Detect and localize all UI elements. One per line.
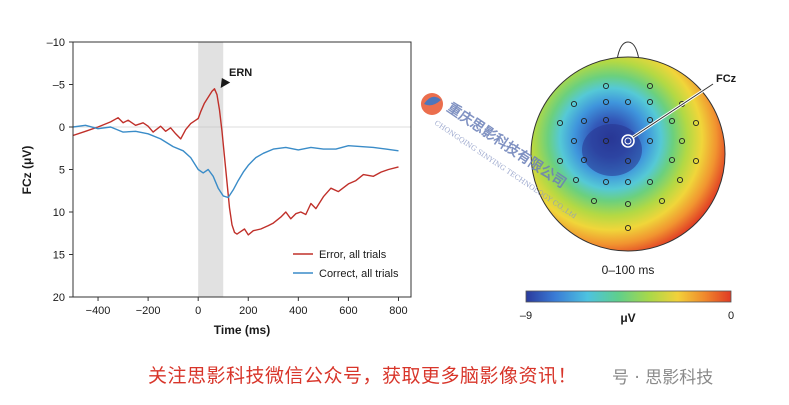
colorbar-max-label: 0 — [728, 310, 734, 322]
electrode-marker — [646, 116, 654, 124]
electrode-marker — [658, 197, 666, 205]
ern-arrow-icon — [220, 78, 231, 88]
electrode-marker — [602, 137, 610, 145]
y-axis-title: FCz (μV) — [20, 146, 34, 195]
electrode-marker — [676, 176, 684, 184]
electrode-marker — [668, 117, 676, 125]
electrode-marker — [646, 178, 654, 186]
electrode-marker — [646, 137, 654, 145]
scalp-topography: FCz 0–100 ms –9 μV 0 — [520, 41, 737, 325]
electrode-marker — [646, 82, 654, 90]
y-tick-label: 15 — [53, 250, 65, 262]
x-tick-label: 800 — [389, 305, 407, 317]
electrode-marker — [556, 157, 564, 165]
electrode-marker — [624, 157, 632, 165]
electrode-marker — [678, 137, 686, 145]
x-tick-label: −400 — [86, 305, 111, 317]
fcz-label: FCz — [716, 73, 737, 85]
electrode-grid — [556, 82, 700, 232]
axis-ticks: −400 −200 0 200 400 600 800 –10 –5 0 5 10 15 20 — [47, 37, 408, 317]
x-tick-label: 0 — [195, 305, 201, 317]
electrode-marker — [602, 98, 610, 106]
erp-chart: −400 −200 0 200 400 600 800 –10 –5 0 5 10 15 20 Time … — [20, 37, 412, 337]
colorbar-min-label: –9 — [520, 310, 532, 322]
ern-annotation: ERN — [229, 67, 252, 79]
electrode-marker — [580, 117, 588, 125]
electrode-marker — [580, 156, 588, 164]
series-line-correct — [73, 124, 399, 199]
electrode-marker — [570, 137, 578, 145]
fcz-electrode-highlight — [621, 134, 635, 148]
y-tick-label: 5 — [59, 165, 65, 177]
y-tick-label: –5 — [53, 80, 65, 92]
y-tick-label: 10 — [53, 207, 65, 219]
electrode-marker — [692, 157, 700, 165]
minimum-region — [582, 124, 642, 176]
electrode-marker — [624, 178, 632, 186]
colorbar-unit-label: μV — [620, 311, 635, 325]
electrode-marker — [668, 156, 676, 164]
y-tick-label: –10 — [47, 37, 65, 49]
ern-window-shading — [198, 42, 224, 297]
x-tick-label: −200 — [136, 305, 161, 317]
electrode-marker — [570, 100, 578, 108]
electrode-marker — [602, 82, 610, 90]
x-tick-label: 400 — [289, 305, 307, 317]
electrode-marker — [692, 119, 700, 127]
legend-label-correct: Correct, all trials — [319, 268, 399, 280]
legend-label-error: Error, all trials — [319, 249, 387, 261]
electrode-marker — [590, 197, 598, 205]
fcz-electrode — [624, 137, 632, 145]
promo-banner-text: 关注思影科技微信公众号，获取更多脑影像资讯！ — [148, 365, 578, 387]
y-tick-label: 20 — [53, 292, 65, 304]
electrode-marker — [646, 98, 654, 106]
series-layer — [73, 88, 399, 236]
series-line-error — [73, 88, 399, 236]
electrode-marker — [624, 224, 632, 232]
x-tick-label: 600 — [339, 305, 357, 317]
x-tick-label: 200 — [239, 305, 257, 317]
nose-icon — [616, 41, 640, 61]
watermark-logo-swirl-icon — [424, 96, 441, 106]
x-axis-title: Time (ms) — [214, 323, 270, 337]
fcz-pointer — [632, 83, 714, 138]
time-window-caption: 0–100 ms — [602, 263, 655, 277]
y-tick-label: 0 — [59, 122, 65, 134]
colorbar — [525, 290, 732, 303]
electrode-marker — [624, 200, 632, 208]
chart-legend: Error, all trials Correct, all trials — [293, 249, 399, 280]
electrode-marker — [556, 119, 564, 127]
electrode-marker — [624, 98, 632, 106]
electrode-marker — [602, 178, 610, 186]
electrode-marker — [602, 116, 610, 124]
electrode-marker — [572, 176, 580, 184]
source-caption: 号 · 思影科技 — [612, 368, 714, 388]
